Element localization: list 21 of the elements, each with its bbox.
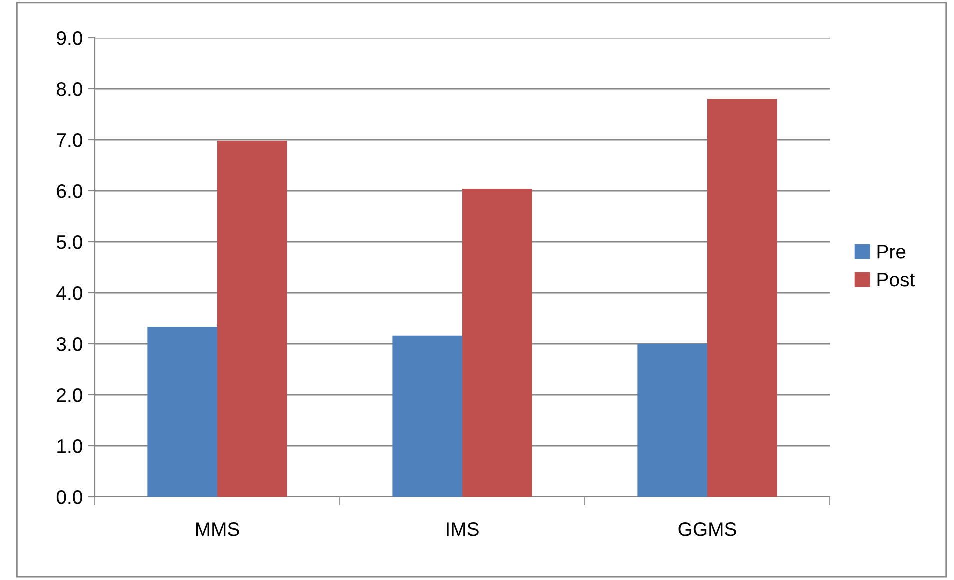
bar (462, 188, 532, 497)
bar (218, 141, 288, 497)
y-tick-label: 7.0 (57, 133, 82, 148)
y-tick-label: 4.0 (56, 286, 82, 300)
bar (708, 99, 778, 497)
legend-label: Post (878, 273, 916, 287)
y-tick-label: 8.0 (57, 82, 82, 96)
y-tick-label: 0.0 (56, 490, 82, 504)
y-tick-label: 9.0 (57, 31, 82, 46)
bar (392, 336, 462, 497)
x-tick-label: MMS (196, 522, 240, 536)
x-tick-label: GGMS (678, 522, 736, 536)
y-tick-label: 5.0 (56, 235, 82, 250)
y-tick-label: 6.0 (57, 184, 82, 198)
bar (148, 327, 218, 497)
legend-label: Pre (878, 245, 906, 259)
bar (638, 344, 708, 497)
y-tick-label: 3.0 (56, 337, 82, 352)
y-tick-label: 2.0 (57, 388, 82, 402)
y-tick-label: 1.0 (58, 439, 82, 454)
x-tick-label: IMS (447, 522, 479, 536)
